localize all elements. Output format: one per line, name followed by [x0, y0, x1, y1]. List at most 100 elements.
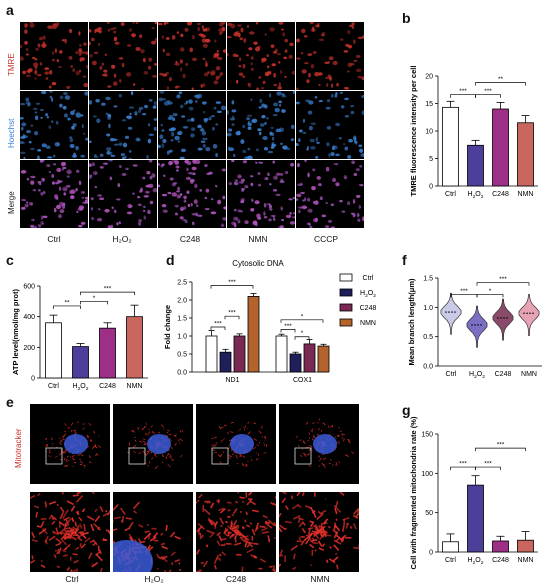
panel-e-letter: e: [6, 394, 14, 410]
panel-b-sig-label: ***: [484, 88, 492, 95]
panel-a-letter: a: [6, 2, 14, 18]
panel-b-xtick-label: H2O2: [468, 191, 484, 200]
panel-f-violin: [466, 305, 488, 348]
panel-d-sig-label: *: [301, 330, 304, 337]
panel-a-image-merge-1: [89, 160, 157, 228]
panel-b-ytick-label: 20: [425, 74, 433, 81]
panel-c-sig-bracket: [80, 291, 135, 296]
panel-b-sig-bracket: [475, 82, 526, 86]
panel-g-bar: [467, 484, 484, 553]
panel-f-sig-label: ***: [499, 276, 507, 283]
panel-d-bar: [317, 345, 330, 373]
panel-d-sig-bracket: [224, 315, 240, 320]
panel-d-xtick-label: ND1: [225, 377, 239, 384]
panel-d-title: Cytosolic DNA: [232, 259, 284, 268]
panel-d-sig-bracket: [210, 326, 226, 330]
panel-e-image-top-2: [196, 404, 276, 484]
panel-d-bar: [289, 353, 302, 373]
panel-d-sig-label: *: [301, 313, 304, 320]
panel-f-violin: [492, 298, 514, 341]
panel-d-ytick-label: 0.0: [177, 370, 187, 377]
panel-g-ytick-label: 100: [421, 471, 433, 478]
panel-f-xtick-label: Ctrl: [446, 371, 457, 378]
panel-c-letter: c: [6, 252, 14, 268]
panel-c-ytick-label: 200: [23, 345, 35, 352]
panel-g-xtick-label: Ctrl: [445, 557, 456, 564]
panel-e-image-top-0: [30, 404, 110, 484]
panel-d-letter: d: [166, 252, 175, 268]
panel-f-ytick-label: 1.5: [423, 276, 433, 283]
panel-e-col-label-c248: C248: [225, 574, 247, 584]
panel-e-row-label-mitotracker: Mitotracker: [14, 428, 23, 468]
panel-e-image-zoom-0: [30, 492, 110, 572]
panel-a-row-label-merge: Merge: [7, 191, 16, 214]
panel-a-image-merge-0: [20, 160, 88, 228]
panel-d-ytick-label: 2.5: [177, 280, 187, 287]
panel-b-sig-label: **: [498, 76, 504, 83]
panel-f-xtick-label: H2O2: [469, 371, 485, 380]
panel-g-sig-label: ***: [459, 461, 467, 468]
panel-d-sig-label: ***: [228, 310, 236, 317]
panel-b-bar: [467, 144, 484, 187]
panel-d-sig-bracket: [210, 285, 254, 289]
panel-d-ytick-label: 1.5: [177, 316, 187, 323]
panel-b-sig-label: ***: [459, 88, 467, 95]
panel-d-bar: [205, 335, 218, 373]
panel-c-bar: [72, 346, 89, 379]
panel-e-image-zoom-3: [279, 492, 359, 572]
panel-b-xtick-label: C248: [492, 191, 509, 198]
panel-c-sig-label: **: [64, 299, 70, 306]
panel-e-col-label-nmn: NMN: [310, 574, 330, 584]
panel-f-ytick-label: 0.5: [423, 334, 433, 341]
panel-a-col-label-nmn: NMN: [248, 234, 268, 244]
panel-b-chart: 0 5 10 15 20 TMRE fluorescence intensity per …: [409, 66, 538, 200]
panel-c-bar: [45, 322, 62, 379]
panel-d-ytick-label: 2.0: [177, 298, 187, 305]
panel-b-ylabel: TMRE fluorescence intensity per cell: [409, 66, 418, 197]
panel-d-legend-label: C248: [360, 305, 377, 312]
panel-a-row-label-tmre: TMRE: [7, 53, 16, 76]
panel-d-bar: [275, 335, 288, 373]
panel-a-image-merge-2: [158, 160, 226, 228]
panel-f-xtick-label: C248: [495, 371, 512, 378]
panel-g-sig-label: ***: [497, 442, 505, 449]
panel-g-xtick-label: NMN: [518, 557, 534, 564]
panel-c-bar: [99, 327, 116, 379]
panel-d-bar: [247, 296, 260, 373]
panel-f-sig-bracket: [476, 294, 504, 298]
panel-e-image-top-3: [279, 404, 359, 484]
panel-f-ytick-label: 1.0: [423, 305, 433, 312]
panel-e-image-zoom-2: [196, 492, 276, 572]
panel-c-xtick-label: NMN: [127, 383, 143, 390]
panel-a-image-hoechst-1: [89, 91, 157, 159]
panel-g-ytick-label: 50: [425, 510, 433, 517]
panel-c-ytick-label: 400: [23, 314, 35, 321]
panel-c-ylabel: ATP level(nmol/mg prot): [11, 289, 20, 375]
panel-a-image-hoechst-0: [20, 91, 88, 159]
panel-a-image-hoechst-2: [158, 91, 226, 159]
panel-g-bar: [442, 541, 459, 553]
panel-c-xtick-label: C248: [99, 383, 116, 390]
panel-g-ylabel: Cell with fragmented mitochondria rate (…: [409, 416, 418, 569]
panel-d-bar: [303, 343, 316, 373]
panel-a-image-tmre-0: [20, 22, 88, 90]
panel-d-sig-bracket: [280, 329, 296, 333]
panel-b-xtick-label: NMN: [518, 191, 534, 198]
panel-f-sig-bracket: [476, 282, 530, 286]
panel-a-image-hoechst-3: [227, 91, 295, 159]
panel-c-sig-bracket: [80, 300, 108, 305]
panel-b-ytick-label: 5: [429, 156, 433, 163]
panel-a-image-tmre-1: [89, 22, 157, 90]
panel-a-col-label-ctrl: Ctrl: [47, 234, 61, 244]
panel-d-sig-label: ***: [284, 323, 292, 330]
panel-d-bar: [219, 351, 232, 373]
panel-f-xtick-label: NMN: [521, 371, 537, 378]
panel-f-ytick-label: 0.0: [423, 364, 433, 371]
panel-a-col-label-h2o2: H₂O₂: [112, 234, 132, 244]
panel-g-ytick-label: 0: [429, 550, 433, 557]
panel-c-sig-bracket: [53, 305, 81, 309]
panel-a-image-merge-4: [296, 160, 364, 228]
panel-b-bar: [492, 108, 509, 187]
panel-d-legend-label: NMN: [360, 320, 376, 327]
